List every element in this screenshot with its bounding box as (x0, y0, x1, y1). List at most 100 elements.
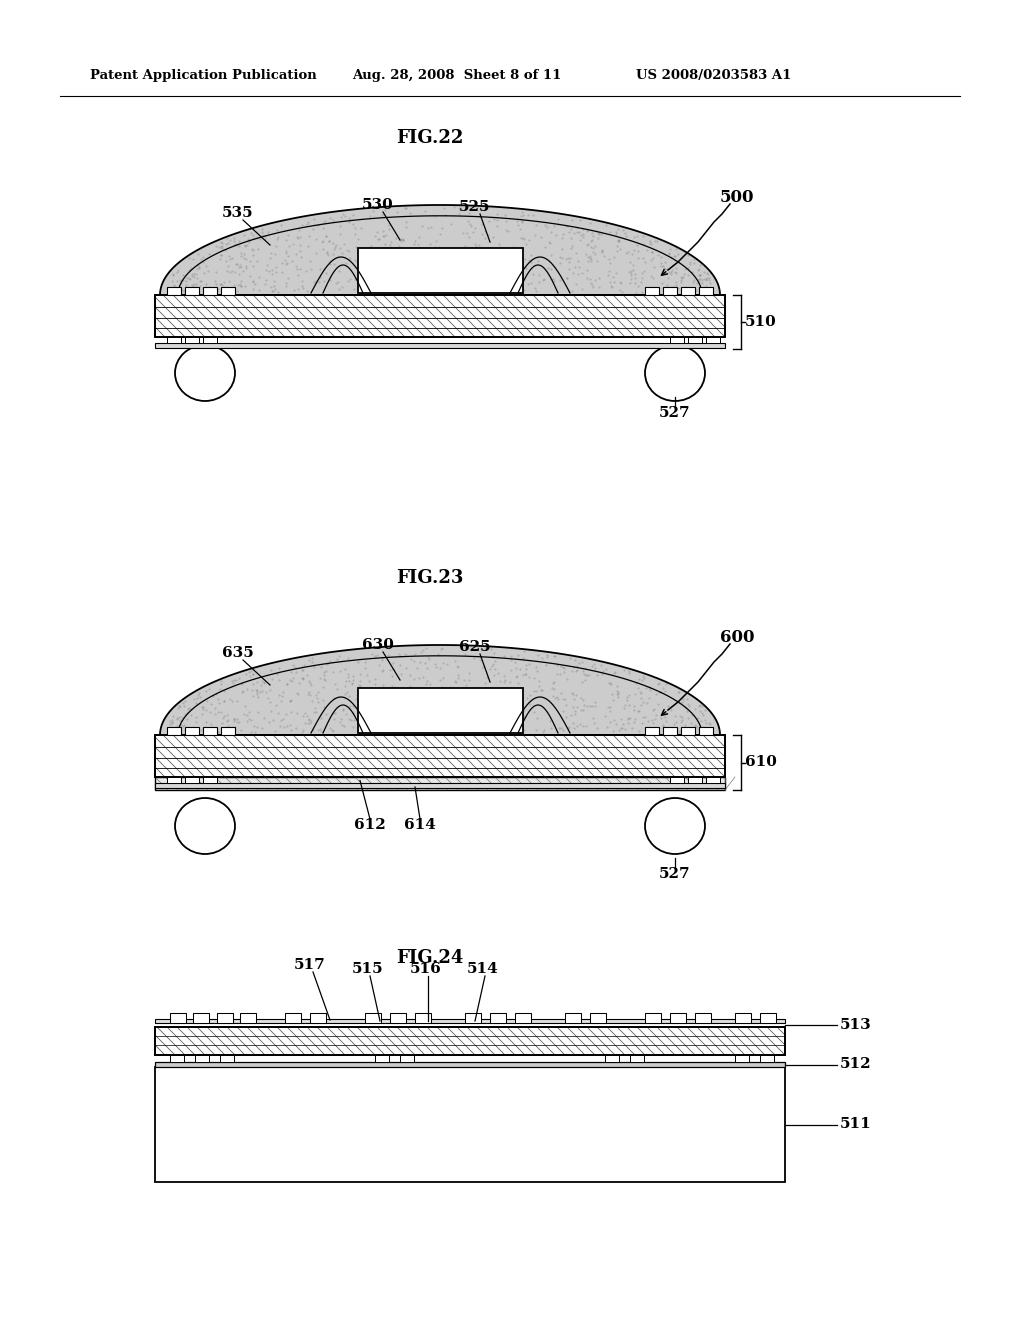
Bar (310, 1012, 326, 1023)
Text: 517: 517 (294, 958, 326, 972)
Bar (221, 286, 234, 294)
Bar (670, 777, 684, 783)
Bar (221, 727, 234, 735)
Bar (663, 286, 677, 294)
Bar (699, 286, 713, 294)
Text: 600: 600 (720, 628, 755, 645)
Bar (515, 1012, 531, 1023)
Text: FIG.23: FIG.23 (396, 569, 464, 587)
Bar (185, 286, 199, 294)
Polygon shape (160, 205, 720, 294)
Text: 515: 515 (352, 962, 384, 975)
Bar (203, 727, 217, 735)
Text: 525: 525 (459, 201, 490, 214)
Bar (155, 294, 725, 337)
Bar (155, 735, 725, 777)
Bar (760, 1055, 774, 1063)
Bar (670, 1012, 686, 1023)
Text: Patent Application Publication: Patent Application Publication (90, 69, 316, 82)
Text: 527: 527 (659, 867, 691, 880)
Text: 500: 500 (720, 189, 755, 206)
Bar (695, 1012, 711, 1023)
Bar (155, 1027, 785, 1055)
Text: 635: 635 (222, 645, 254, 660)
Bar (155, 784, 725, 789)
Bar (203, 777, 217, 783)
Bar (663, 727, 677, 735)
Bar (185, 777, 199, 783)
Bar (706, 777, 720, 783)
Text: 610: 610 (745, 755, 777, 770)
Bar (185, 727, 199, 735)
Bar (155, 343, 725, 348)
Bar (415, 1012, 431, 1023)
Text: 512: 512 (840, 1057, 871, 1072)
Bar (217, 1012, 233, 1023)
Ellipse shape (175, 799, 234, 854)
Bar (390, 1012, 406, 1023)
Text: US 2008/0203583 A1: US 2008/0203583 A1 (636, 69, 792, 82)
Bar (167, 777, 181, 783)
Bar (681, 727, 695, 735)
Bar (167, 337, 181, 343)
Bar (688, 337, 702, 343)
Ellipse shape (175, 345, 234, 401)
Bar (170, 1012, 186, 1023)
Text: 513: 513 (840, 1018, 871, 1032)
Bar (203, 286, 217, 294)
Bar (681, 286, 695, 294)
Bar (706, 337, 720, 343)
Bar (170, 1055, 184, 1063)
Bar (167, 286, 181, 294)
Bar (155, 735, 725, 777)
Bar (688, 777, 702, 783)
Text: Aug. 28, 2008  Sheet 8 of 11: Aug. 28, 2008 Sheet 8 of 11 (352, 69, 561, 82)
Bar (400, 1055, 414, 1063)
Bar (465, 1012, 481, 1023)
Text: 535: 535 (222, 206, 254, 220)
Bar (167, 727, 181, 735)
Bar (240, 1012, 256, 1023)
Text: 527: 527 (659, 407, 691, 420)
Ellipse shape (645, 345, 705, 401)
Text: 510: 510 (745, 315, 777, 329)
Bar (375, 1055, 389, 1063)
Bar (645, 286, 659, 294)
Bar (760, 1012, 776, 1023)
Bar (193, 1012, 209, 1023)
Text: FIG.24: FIG.24 (396, 949, 464, 968)
Bar (220, 1055, 234, 1063)
Text: 511: 511 (840, 1118, 871, 1131)
Bar (565, 1012, 581, 1023)
Bar (358, 248, 523, 293)
Text: 625: 625 (459, 640, 490, 653)
Bar (670, 337, 684, 343)
Bar (195, 1055, 209, 1063)
Text: 530: 530 (362, 198, 394, 213)
Text: 612: 612 (354, 818, 386, 832)
Text: 514: 514 (467, 962, 499, 975)
Bar (203, 337, 217, 343)
Bar (358, 688, 523, 733)
Bar (735, 1012, 751, 1023)
Bar (285, 1012, 301, 1023)
Bar (490, 1012, 506, 1023)
Ellipse shape (645, 799, 705, 854)
Bar (155, 294, 725, 337)
Bar (155, 783, 725, 788)
Bar (365, 1012, 381, 1023)
Bar (155, 1019, 785, 1023)
Bar (699, 727, 713, 735)
Polygon shape (160, 645, 720, 735)
Bar (155, 777, 725, 784)
Bar (645, 727, 659, 735)
Bar (735, 1055, 749, 1063)
Bar (605, 1055, 618, 1063)
Bar (645, 1012, 662, 1023)
Bar (590, 1012, 606, 1023)
Text: FIG.22: FIG.22 (396, 129, 464, 147)
Text: 516: 516 (411, 962, 442, 975)
Bar (155, 1067, 785, 1181)
Bar (630, 1055, 644, 1063)
Bar (155, 1027, 785, 1055)
